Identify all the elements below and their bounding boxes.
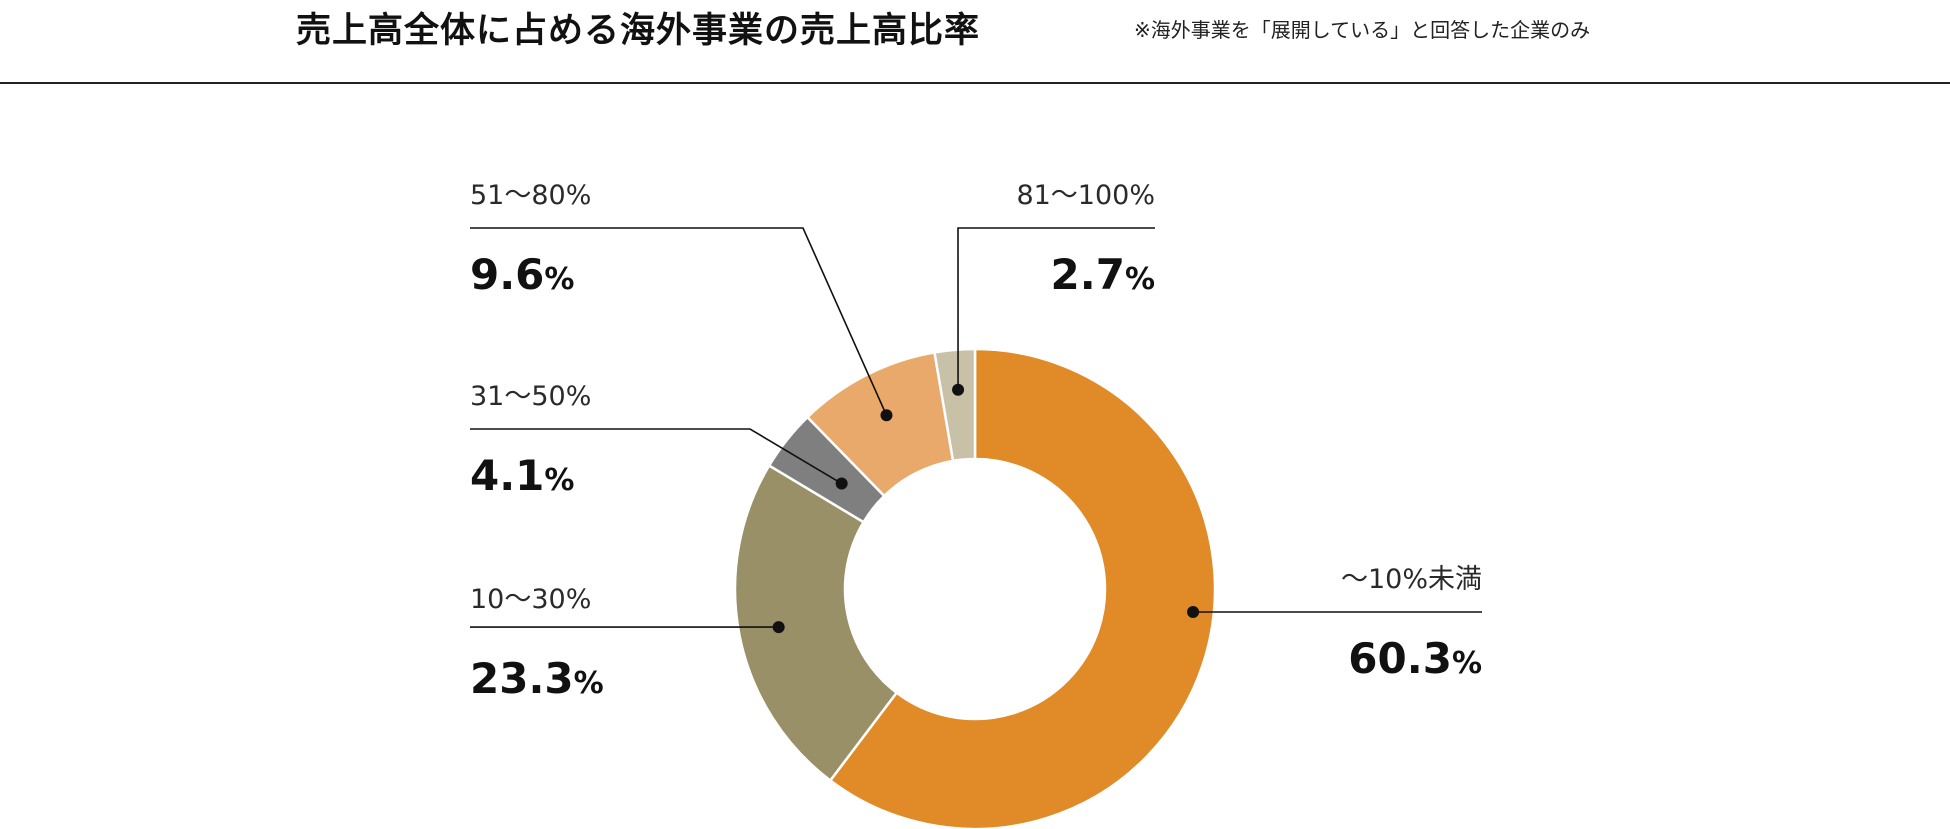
leader-dot-0 xyxy=(1187,606,1200,618)
leader-lines xyxy=(470,227,1482,634)
donut-slices xyxy=(733,347,1217,829)
leader-dot-3 xyxy=(880,409,893,422)
chart-header: 売上高全体に占める海外事業の売上高比率 ※海外事業を「展開している」と回答した企… xyxy=(0,0,1950,84)
leader-dot-4 xyxy=(952,383,965,396)
leader-dot-2 xyxy=(835,477,848,490)
value-label-0: 60.3% xyxy=(1348,634,1482,683)
category-label-3: 51〜80% xyxy=(470,180,591,211)
slice-labels: 〜10%未満 60.3% 10〜30% 23.3% 31〜50% 4.1% 51〜80% 9.… xyxy=(470,180,1482,703)
value-label-1: 23.3% xyxy=(470,654,604,703)
leader-dot-1 xyxy=(772,621,785,634)
chart-title: 売上高全体に占める海外事業の売上高比率 xyxy=(296,11,981,51)
chart-note: ※海外事業を「展開している」と回答した企業のみ xyxy=(1134,18,1591,42)
value-label-3: 9.6% xyxy=(470,250,574,299)
slice-1 xyxy=(733,463,899,783)
value-label-2: 4.1% xyxy=(470,451,574,500)
leader-line-2 xyxy=(470,428,843,485)
category-label-2: 31〜50% xyxy=(470,381,591,412)
value-label-4: 2.7% xyxy=(1051,250,1155,299)
category-label-1: 10〜30% xyxy=(470,584,591,615)
slice-4 xyxy=(933,347,977,463)
slice-0 xyxy=(828,347,1217,829)
leader-line-4 xyxy=(957,227,1155,390)
leader-line-3 xyxy=(470,227,888,416)
category-label-0: 〜10%未満 xyxy=(1341,564,1482,595)
category-label-4: 81〜100% xyxy=(1016,180,1155,211)
